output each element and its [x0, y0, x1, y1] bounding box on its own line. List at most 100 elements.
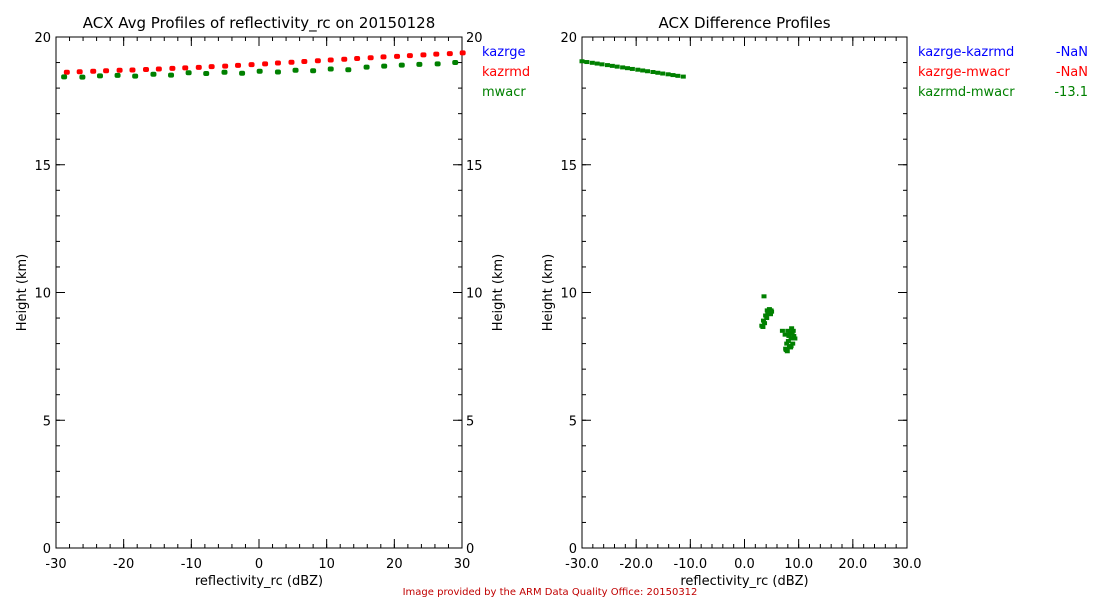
data-point-kazrmd-mwacr-cluster: [786, 333, 792, 338]
data-point-kazrmd-mwacr-cluster: [763, 313, 769, 318]
data-point-kazrmd-mwacr-cluster: [769, 309, 775, 314]
data-point-kazrmd: [394, 53, 401, 59]
data-point-kazrmd-mwacr-cluster: [789, 331, 795, 336]
x-tick-label: -20.0: [619, 557, 653, 572]
data-point-kazrmd-mwacr-cluster: [788, 344, 794, 349]
x-tick-label: -10: [181, 557, 202, 572]
data-point-kazrmd: [63, 69, 70, 75]
y-tick-label: 0: [43, 542, 51, 557]
y-tick-label: 10: [560, 287, 577, 302]
data-point-kazrmd-mwacr-cluster: [790, 328, 796, 333]
data-point-kazrmd: [235, 62, 242, 68]
data-point-kazrmd-mwacr-cluster: [788, 336, 794, 341]
x-tick-label: 0.0: [734, 557, 755, 572]
data-point-kazrmd-mwacr-cluster: [792, 336, 798, 341]
data-point-mwacr: [292, 67, 299, 73]
data-point-mwacr: [434, 61, 441, 67]
data-point-kazrmd-mwacr-line: [645, 69, 651, 74]
legend-entry: kazrge-mwacr: [918, 65, 1011, 80]
data-point-mwacr: [398, 62, 405, 68]
data-point-kazrmd-mwacr-cluster: [783, 347, 789, 352]
x-tick-label: 10.0: [784, 557, 813, 572]
data-point-kazrmd: [103, 68, 110, 74]
data-point-kazrmd-mwacr-cluster: [760, 324, 766, 329]
legend-entry: kazrge-kazrmd: [918, 45, 1014, 60]
data-point-mwacr: [96, 73, 103, 79]
data-point-mwacr: [114, 72, 121, 78]
data-point-kazrmd-mwacr-line: [665, 72, 671, 77]
data-point-kazrmd-mwacr-cluster: [760, 318, 766, 323]
y-tick-label: 5: [569, 414, 577, 429]
data-point-kazrmd: [208, 64, 215, 70]
data-point-kazrmd-mwacr-line: [594, 61, 600, 66]
data-point-mwacr: [132, 73, 139, 79]
data-point-mwacr: [221, 69, 228, 75]
x-axis-label: reflectivity_rc (dBZ): [195, 574, 323, 589]
data-point-kazrmd: [288, 59, 295, 65]
x-tick-label: 10: [318, 557, 335, 572]
legend-value: -13.1: [1054, 85, 1088, 100]
data-point-kazrmd-mwacr-line: [629, 66, 635, 71]
y-tick-label: 5: [43, 414, 51, 429]
data-point-kazrmd-mwacr-line: [599, 62, 605, 67]
data-point-kazrmd-mwacr-line: [635, 67, 641, 72]
data-point-kazrmd-mwacr-cluster: [779, 328, 785, 333]
data-point-kazrmd: [142, 66, 149, 72]
x-tick-label: -10.0: [674, 557, 708, 572]
data-point-mwacr: [239, 70, 246, 76]
data-point-kazrmd: [446, 51, 453, 57]
data-point-kazrmd-mwacr-cluster: [791, 333, 797, 338]
y-axis-label: Height (km): [541, 254, 556, 331]
x-tick-label: -30: [45, 557, 66, 572]
data-point-kazrmd-mwacr-line: [680, 74, 686, 79]
data-point-kazrmd-mwacr-line: [620, 65, 626, 70]
x-tick-label: -30.0: [565, 557, 599, 572]
data-point-kazrmd: [341, 56, 348, 62]
x-axis-label: reflectivity_rc (dBZ): [680, 574, 808, 589]
data-point-kazrmd: [76, 69, 83, 75]
data-point-kazrmd: [222, 63, 229, 69]
data-point-mwacr: [203, 71, 210, 77]
data-point-kazrmd: [301, 59, 308, 65]
x-tick-label: -20: [113, 557, 134, 572]
y-tick-label: 15: [34, 159, 51, 174]
data-point-kazrmd-mwacr-cluster: [762, 321, 768, 326]
data-point-mwacr: [168, 72, 175, 78]
y-tick-label-right: 20: [466, 31, 483, 46]
legend-entry: kazrmd: [482, 65, 530, 80]
x-tick-label: 30.0: [893, 557, 922, 572]
legend-value: -NaN: [1056, 65, 1088, 80]
y-tick-label: 10: [34, 287, 51, 302]
data-point-kazrmd-mwacr-line: [670, 73, 676, 78]
x-tick-label: 0: [255, 557, 263, 572]
data-point-kazrmd: [354, 55, 361, 61]
y-tick-label: 20: [560, 31, 577, 46]
data-point-kazrmd: [406, 53, 413, 59]
data-point-mwacr: [363, 64, 370, 70]
data-point-mwacr: [310, 68, 317, 74]
chart-title: ACX Difference Profiles: [658, 14, 830, 32]
data-point-mwacr: [79, 74, 86, 80]
data-point-kazrmd-mwacr-cluster: [761, 294, 767, 299]
data-point-kazrmd: [155, 66, 162, 72]
x-tick-label: 20.0: [838, 557, 867, 572]
chart-title: ACX Avg Profiles of reflectivity_rc on 2…: [83, 14, 436, 33]
data-point-kazrmd-mwacr-line: [675, 73, 681, 78]
data-point-kazrmd: [459, 50, 466, 56]
data-point-kazrmd-mwacr-line: [604, 63, 610, 68]
data-point-kazrmd-mwacr-cluster: [790, 341, 796, 346]
data-point-kazrmd: [129, 67, 136, 73]
data-point-mwacr: [452, 60, 459, 66]
data-point-mwacr: [274, 69, 281, 75]
data-point-kazrmd: [169, 65, 176, 71]
y-axis-label-right: Height (km): [491, 254, 506, 331]
data-point-kazrmd-mwacr-line: [589, 60, 595, 65]
data-point-kazrmd-mwacr-line: [609, 63, 615, 68]
legend-entry: mwacr: [482, 85, 526, 100]
data-point-kazrmd-mwacr-cluster: [785, 339, 791, 344]
data-point-kazrmd: [195, 64, 202, 70]
data-point-kazrmd: [433, 51, 440, 57]
data-point-mwacr: [381, 63, 388, 69]
